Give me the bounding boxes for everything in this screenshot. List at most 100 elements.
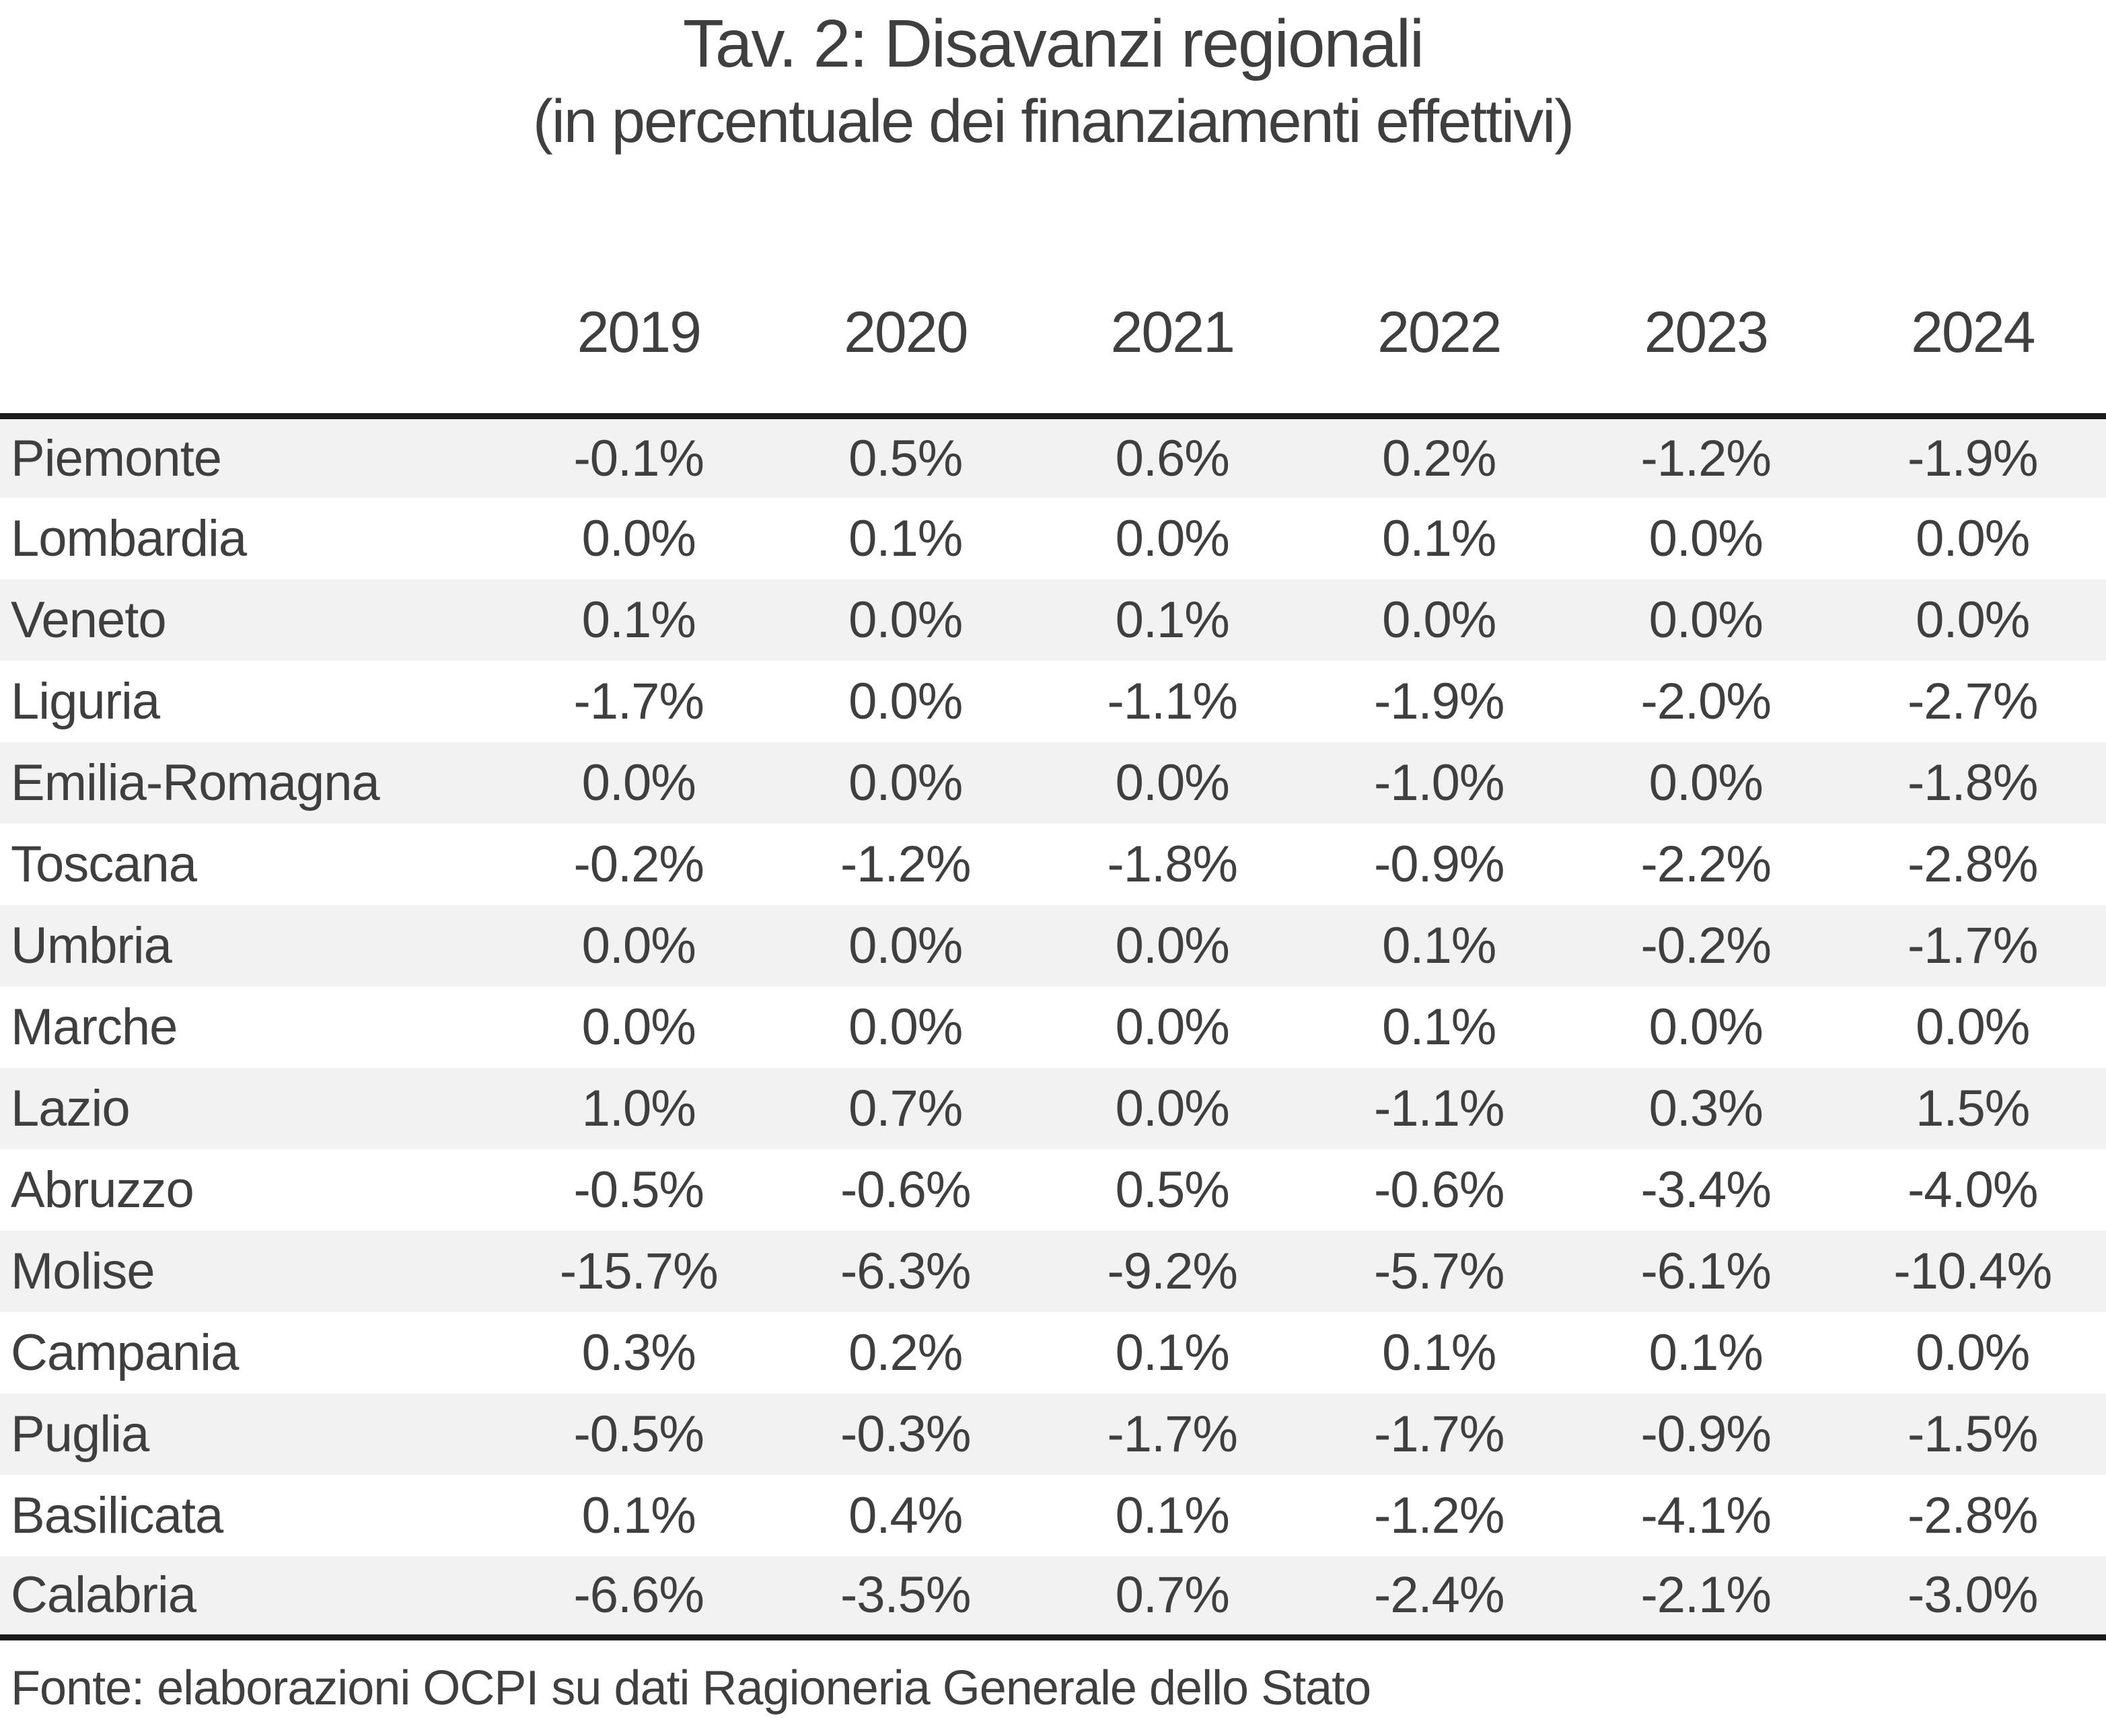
value-cell: -2.7% [1907,672,2039,730]
value-cell: 0.2% [848,1324,963,1381]
value-cell: -1.0% [1373,754,1505,811]
region-label: Basilicata [11,1486,223,1544]
value-cell: 0.0% [1916,998,2030,1056]
year-column-header: 2023 [1572,161,1840,417]
region-label: Veneto [11,591,167,649]
region-label: Marche [11,998,178,1056]
value-cell: 0.0% [1648,998,1764,1056]
value-cell: 0.0% [581,916,696,974]
value-cell: -6.3% [840,1242,972,1300]
value-cell: -1.5% [1907,1405,2039,1463]
value-cell: 0.4% [848,1486,963,1544]
value-cell: 0.5% [1115,1161,1230,1219]
value-cell: 0.1% [581,1486,696,1544]
value-cell: 0.3% [1648,1079,1764,1137]
value-cell: -1.8% [1907,754,2039,811]
table-row: Umbria 0.0% 0.0% 0.0% 0.1% -0.2% -1.7% [0,904,2106,986]
value-cell: -1.1% [1373,1079,1505,1137]
value-cell: -1.2% [1640,429,1772,487]
value-cell: -1.8% [1107,835,1238,893]
value-cell: -0.6% [840,1161,972,1219]
value-cell: -3.0% [1907,1566,2039,1624]
table-row: Campania 0.3% 0.2% 0.1% 0.1% 0.1% 0.0% [0,1312,2106,1394]
value-cell: -0.5% [573,1405,704,1463]
table-row: Molise -15.7% -6.3% -9.2% -5.7% -6.1% -10.4% [0,1230,2106,1312]
value-cell: -0.3% [840,1405,972,1463]
table-row: Veneto 0.1% 0.0% 0.1% 0.0% 0.0% 0.0% [0,579,2106,661]
figure-subtitle: (in percentuale dei finanziamenti effett… [532,88,1574,155]
value-cell: -6.1% [1640,1242,1772,1300]
table-header: 2019 2020 2021 2022 2023 2024 [0,161,2106,417]
table-row: Puglia -0.5% -0.3% -1.7% -1.7% -0.9% -1.5% [0,1393,2106,1475]
value-cell: 0.7% [848,1079,963,1137]
year-column-header: 2024 [1839,161,2106,417]
value-cell: -0.9% [1640,1405,1772,1463]
year-column-header: 2021 [1039,161,1306,417]
source-note: Fonte: elaborazioni OCPI su dati Ragione… [11,1661,1371,1715]
region-label: Umbria [11,916,172,974]
value-cell: -1.7% [1373,1405,1505,1463]
year-column-header: 2022 [1305,161,1572,417]
value-cell: 0.6% [1115,429,1230,487]
region-label: Lombardia [11,509,247,567]
table-row: Lazio 1.0% 0.7% 0.0% -1.1% 0.3% 1.5% [0,1067,2106,1149]
value-cell: 0.1% [1382,1324,1496,1381]
year-column-header: 2019 [505,161,772,417]
value-cell: 0.1% [1115,1324,1230,1381]
region-label: Calabria [11,1566,196,1624]
region-column-header [0,161,505,417]
value-cell: 0.0% [848,672,963,730]
table-row: Marche 0.0% 0.0% 0.0% 0.1% 0.0% 0.0% [0,986,2106,1068]
value-cell: 0.0% [848,998,963,1056]
value-cell: 0.7% [1115,1566,1230,1624]
value-cell: -9.2% [1107,1242,1238,1300]
value-cell: 0.0% [1382,591,1496,649]
value-cell: 1.0% [581,1079,696,1137]
value-cell: -1.1% [1107,672,1238,730]
value-cell: -1.9% [1373,672,1505,730]
value-cell: 0.0% [1115,1079,1230,1137]
value-cell: 0.1% [581,591,696,649]
region-label: Emilia-Romagna [11,754,380,811]
value-cell: -1.2% [840,835,972,893]
value-cell: 0.1% [1382,998,1496,1056]
value-cell: 0.1% [1382,916,1496,974]
value-cell: 0.2% [1382,429,1496,487]
value-cell: 0.0% [1916,1324,2030,1381]
value-cell: -1.9% [1907,429,2039,487]
value-cell: 0.0% [1648,509,1764,567]
region-label: Lazio [11,1079,131,1137]
value-cell: -1.7% [1907,916,2039,974]
value-cell: 0.0% [1916,509,2030,567]
value-cell: -3.5% [840,1566,972,1624]
value-cell: 0.0% [1648,754,1764,811]
value-cell: -2.0% [1640,672,1772,730]
region-label: Toscana [11,835,197,893]
value-cell: -2.8% [1907,835,2039,893]
table-row: Abruzzo -0.5% -0.6% 0.5% -0.6% -3.4% -4.0% [0,1149,2106,1231]
value-cell: -2.1% [1640,1566,1772,1624]
table-row: Calabria -6.6% -3.5% 0.7% -2.4% -2.1% -3.0% [0,1556,2106,1638]
value-cell: 0.0% [581,754,696,811]
value-cell: 0.1% [1115,591,1230,649]
value-cell: -3.4% [1640,1161,1772,1219]
value-cell: 0.0% [848,591,963,649]
value-cell: -6.6% [573,1566,704,1624]
value-cell: -2.2% [1640,835,1772,893]
value-cell: 1.5% [1916,1079,2030,1137]
table-row: Toscana -0.2% -1.2% -1.8% -0.9% -2.2% -2.8% [0,824,2106,905]
year-column-header: 2020 [772,161,1039,417]
value-cell: 0.0% [1916,591,2030,649]
value-cell: -15.7% [559,1242,719,1300]
value-cell: -0.5% [573,1161,704,1219]
region-label: Piemonte [11,429,222,487]
value-cell: 0.1% [1115,1486,1230,1544]
value-cell: 0.0% [1115,998,1230,1056]
value-cell: -0.6% [1373,1161,1505,1219]
value-cell: -4.1% [1640,1486,1772,1544]
value-cell: 0.1% [1648,1324,1764,1381]
value-cell: -0.2% [1640,916,1772,974]
value-cell: 0.0% [848,916,963,974]
table-header-row: 2019 2020 2021 2022 2023 2024 [0,161,2106,417]
